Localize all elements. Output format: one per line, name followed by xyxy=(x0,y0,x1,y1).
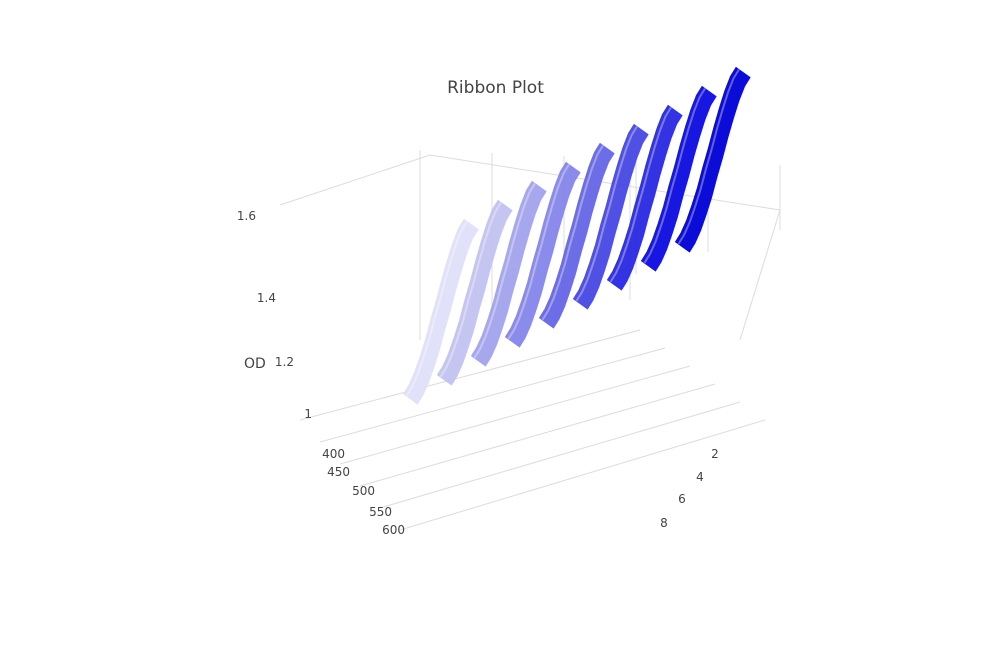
grid-floor-line xyxy=(379,401,741,509)
x-tick-550: 550 xyxy=(369,505,392,519)
ribbon-highlight-8 xyxy=(643,87,706,264)
ribbon-6 xyxy=(572,123,649,310)
ribbon-4 xyxy=(504,161,581,348)
ribbon-3 xyxy=(470,180,547,367)
ribbon-highlight-5 xyxy=(541,144,604,321)
ribbon-highlight-4 xyxy=(507,163,570,340)
ribbon-highlight-9 xyxy=(677,68,740,245)
y-tick-6: 6 xyxy=(678,492,686,506)
grid-axis-edge xyxy=(739,209,781,341)
ribbon-7 xyxy=(606,104,683,291)
z-tick-1.4: 1.4 xyxy=(257,291,276,305)
ribbon-highlight-7 xyxy=(609,106,672,283)
grid-top-edge xyxy=(429,154,781,211)
ribbon-5 xyxy=(538,142,615,329)
grid-top-edge xyxy=(279,154,431,206)
ribbons-layer xyxy=(402,66,751,405)
grid-floor-line xyxy=(399,419,766,531)
ribbon-1 xyxy=(402,218,479,405)
grid-floor-line xyxy=(339,365,691,465)
ribbon-highlight-2 xyxy=(439,201,502,378)
ribbon-2 xyxy=(436,199,513,386)
z-tick-1.6: 1.6 xyxy=(237,209,256,223)
grid-floor-line xyxy=(299,329,641,421)
ribbon-9 xyxy=(674,66,751,253)
ribbon-8 xyxy=(640,85,717,272)
y-tick-2: 2 xyxy=(711,447,719,461)
grid-floor-line xyxy=(359,383,716,487)
ribbon-highlight-3 xyxy=(473,182,536,359)
chart-title: Ribbon Plot xyxy=(447,78,544,98)
grid-floor-line xyxy=(319,347,666,443)
z-axis-label: OD xyxy=(244,356,266,372)
x-tick-500: 500 xyxy=(352,484,375,498)
z-tick-1: 1 xyxy=(304,407,312,421)
y-tick-8: 8 xyxy=(660,516,668,530)
ribbon-highlight-6 xyxy=(575,125,638,302)
x-tick-400: 400 xyxy=(322,447,345,461)
ribbon-highlight-1 xyxy=(405,220,468,397)
x-tick-600: 600 xyxy=(382,523,405,537)
y-tick-4: 4 xyxy=(696,470,704,484)
z-tick-1.2: 1.2 xyxy=(275,355,294,369)
z-axis-ticks: 1 1.2 1.4 1.6 xyxy=(237,209,312,421)
x-tick-450: 450 xyxy=(327,465,350,479)
